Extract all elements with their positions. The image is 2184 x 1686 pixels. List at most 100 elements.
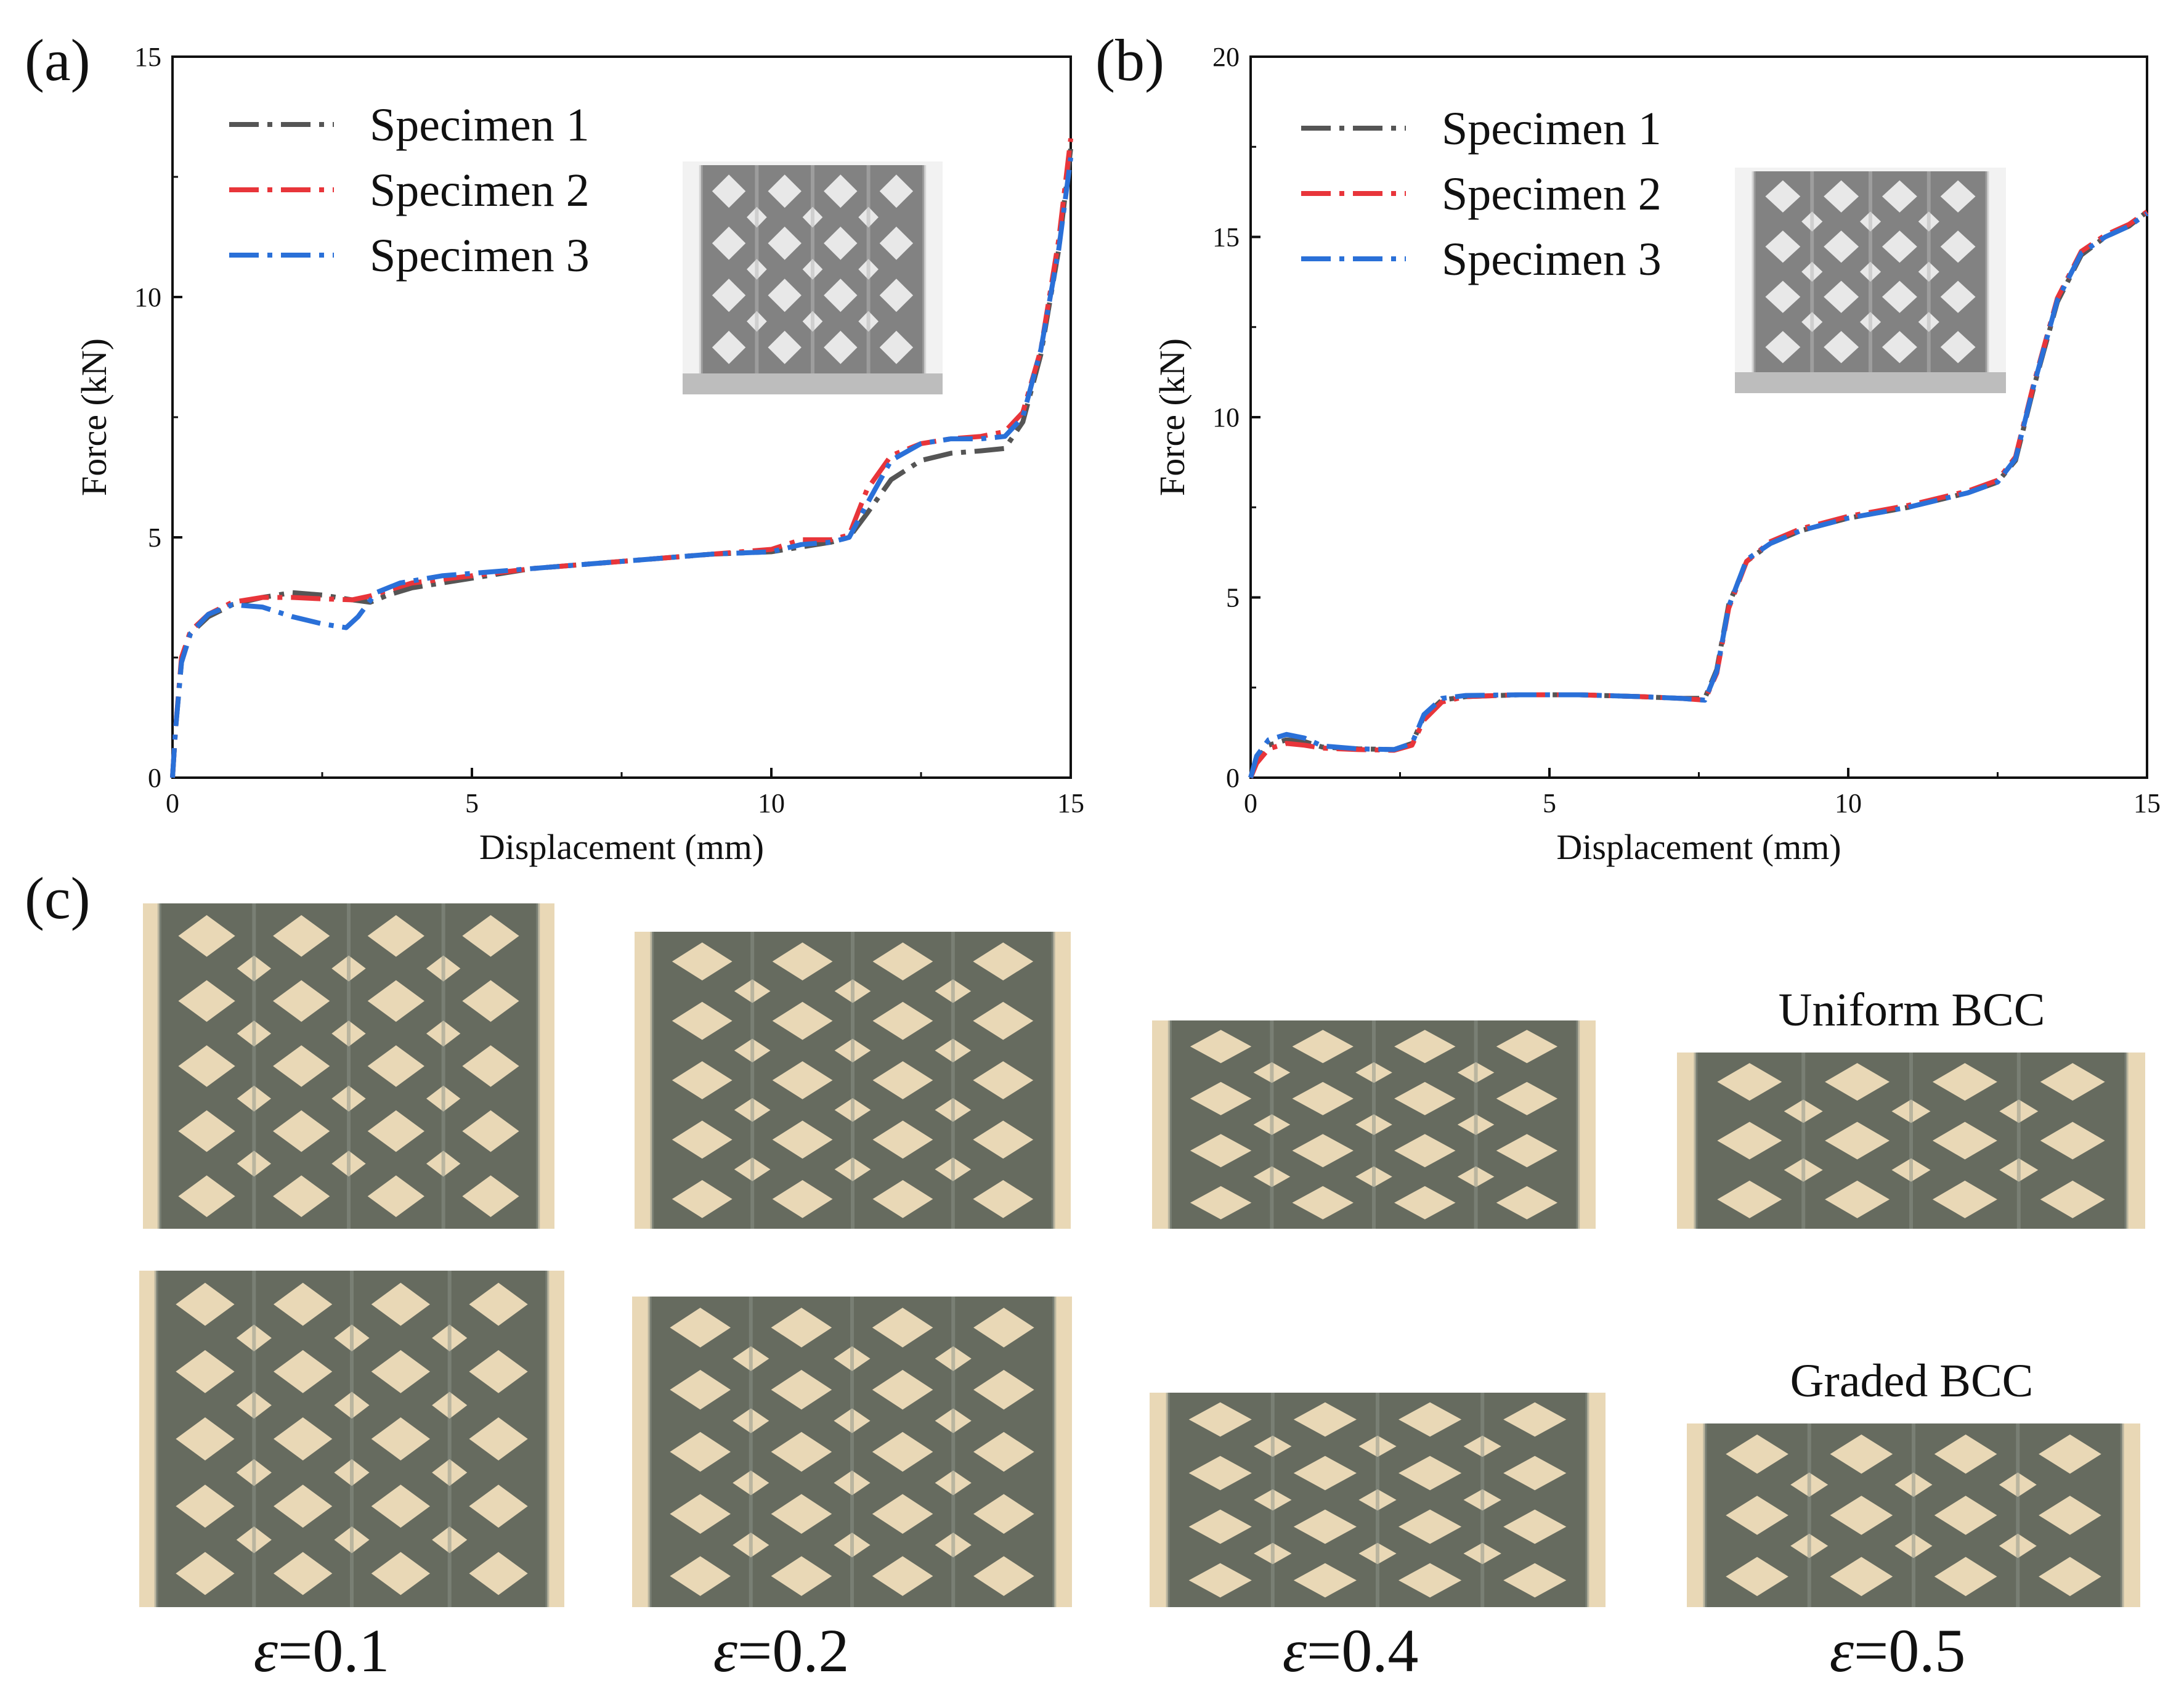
lattice-hole bbox=[1190, 1081, 1252, 1115]
chart-panel-a: 0 5 10 15 0 5 10 15 Displacement (mm) Force (kN) (… bbox=[25, 27, 1084, 867]
lattice-hole bbox=[176, 1417, 235, 1460]
plot-frame bbox=[1249, 55, 2148, 779]
lattice-hole bbox=[178, 1175, 235, 1217]
lattice-hole bbox=[1765, 280, 1801, 313]
lattice-hole bbox=[273, 915, 330, 957]
lattice-hole bbox=[1940, 331, 1976, 364]
epsilon-symbol: ε bbox=[1283, 1616, 1307, 1685]
lattice-hole bbox=[824, 174, 858, 208]
x-tick-label: 5 bbox=[465, 788, 479, 818]
lattice-hole bbox=[367, 980, 424, 1022]
lattice-hole bbox=[973, 1061, 1034, 1099]
lattice-hole bbox=[1292, 1081, 1354, 1115]
row-label-uniform-bcc: Uniform BCC bbox=[1779, 984, 2045, 1036]
strain-value: =0.4 bbox=[1307, 1616, 1418, 1685]
lattice-hole bbox=[872, 942, 933, 981]
lattice-hole bbox=[772, 1061, 833, 1099]
lattice-hole bbox=[1188, 1456, 1252, 1491]
lattice-hole bbox=[1932, 1063, 1997, 1101]
legend-label-2: Specimen 2 bbox=[370, 165, 590, 216]
lattice-hole bbox=[1717, 1122, 1782, 1160]
lattice-hole bbox=[469, 1552, 528, 1595]
lattice-hole bbox=[872, 1308, 933, 1348]
panel-letter: (b) bbox=[1095, 27, 1164, 93]
lattice-hole bbox=[772, 1179, 833, 1218]
lattice-hole bbox=[1825, 1122, 1890, 1160]
lattice-hole bbox=[1394, 1186, 1456, 1220]
lattice-hole bbox=[2040, 1063, 2105, 1101]
lattice-hole bbox=[462, 1175, 519, 1217]
lattice-hole bbox=[973, 1494, 1034, 1534]
y-tick-label: 10 bbox=[1212, 402, 1240, 433]
lattice-hole bbox=[1932, 1122, 1997, 1160]
lattice-hole bbox=[2039, 1434, 2101, 1474]
x-axis-title: Displacement (mm) bbox=[1556, 827, 1841, 867]
lattice-hole bbox=[1824, 280, 1859, 313]
lattice-hole bbox=[1398, 1563, 1462, 1598]
row-label-graded-bcc: Graded BCC bbox=[1790, 1355, 2034, 1407]
specimen-inset-image bbox=[1735, 168, 2006, 393]
lattice-hole bbox=[1293, 1402, 1357, 1437]
strain-value: =0.5 bbox=[1854, 1616, 1965, 1685]
lattice-hole bbox=[768, 279, 802, 312]
lattice-hole bbox=[273, 1175, 330, 1217]
lattice-hole bbox=[178, 980, 235, 1022]
lattice-hole bbox=[178, 1110, 235, 1152]
lattice-hole bbox=[367, 1110, 424, 1152]
lattice-hole bbox=[367, 1175, 424, 1217]
y-tick-label: 15 bbox=[1212, 222, 1240, 253]
lattice-hole bbox=[274, 1484, 333, 1528]
lattice-hole bbox=[1394, 1081, 1456, 1115]
lattice-hole bbox=[1188, 1509, 1252, 1544]
lattice-hole bbox=[768, 226, 802, 260]
lattice-hole bbox=[670, 1308, 731, 1348]
lattice-hole bbox=[771, 1308, 832, 1348]
lattice-hole bbox=[1765, 180, 1801, 213]
lattice-hole bbox=[469, 1484, 528, 1528]
legend-label-3: Specimen 3 bbox=[1442, 234, 1662, 285]
lattice-hole bbox=[2039, 1557, 2101, 1597]
lattice-hole bbox=[768, 330, 802, 364]
lattice-hole bbox=[1830, 1496, 1893, 1535]
lattice-hole bbox=[1717, 1063, 1782, 1101]
lattice-hole bbox=[771, 1494, 832, 1534]
y-axis-title: Force (kN) bbox=[74, 338, 114, 496]
epsilon-symbol: ε bbox=[254, 1616, 278, 1685]
lattice-hole bbox=[973, 1179, 1034, 1218]
legend-label-2: Specimen 2 bbox=[1442, 168, 1662, 220]
lattice-hole bbox=[2040, 1180, 2105, 1218]
lattice-hole bbox=[371, 1417, 430, 1460]
panel-letter-c: (c) bbox=[25, 865, 91, 931]
specimen-photo bbox=[1152, 1020, 1596, 1229]
lattice-hole bbox=[1882, 230, 1917, 263]
lattice-hole bbox=[824, 279, 858, 312]
x-axis-title: Displacement (mm) bbox=[479, 827, 764, 867]
specimen-photo bbox=[635, 932, 1071, 1229]
lattice-hole bbox=[1503, 1563, 1567, 1598]
legend-label-3: Specimen 3 bbox=[370, 230, 590, 282]
lattice-hole bbox=[176, 1350, 235, 1393]
lattice-hole bbox=[371, 1484, 430, 1528]
lattice-hole bbox=[672, 1179, 733, 1218]
epsilon-symbol: ε bbox=[1830, 1616, 1854, 1685]
lattice-hole bbox=[371, 1282, 430, 1326]
lattice-hole bbox=[1293, 1509, 1357, 1544]
specimen-inset-image bbox=[683, 161, 943, 394]
lattice-hole bbox=[712, 279, 746, 312]
lattice-hole bbox=[670, 1494, 731, 1534]
strain-value: =0.1 bbox=[278, 1616, 389, 1685]
lattice-hole bbox=[872, 1120, 933, 1159]
x-tick-label: 5 bbox=[1543, 788, 1556, 818]
strain-label: ε=0.2 bbox=[713, 1616, 850, 1685]
x-tick-label: 15 bbox=[1057, 788, 1084, 818]
lattice-hole bbox=[1503, 1509, 1567, 1544]
lattice-hole bbox=[879, 174, 914, 208]
lattice-hole bbox=[973, 1120, 1034, 1159]
lattice-hole bbox=[973, 1556, 1034, 1596]
lattice-hole bbox=[973, 1431, 1034, 1472]
y-tick-label: 0 bbox=[148, 763, 161, 793]
lattice-hole bbox=[672, 1120, 733, 1159]
lattice-hole bbox=[973, 1369, 1034, 1410]
lattice-hole bbox=[1293, 1456, 1357, 1491]
